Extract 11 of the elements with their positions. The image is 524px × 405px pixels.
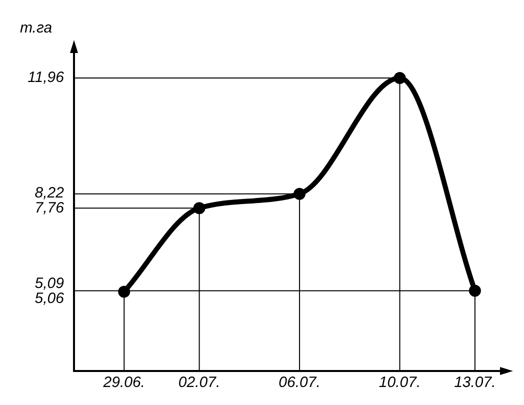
x-tick-label: 13.07. xyxy=(454,374,496,392)
y-tick-label: 7,76 xyxy=(34,200,65,217)
x-tick-label: 06.07. xyxy=(278,374,320,392)
y-tick-label: 5,09 xyxy=(34,274,65,292)
y-tick-label: 11,96 xyxy=(28,69,65,86)
y-tick-label: 8,22 xyxy=(34,184,65,202)
x-tick-label: 29.06. xyxy=(102,374,145,392)
y-tick-label: 5,06 xyxy=(34,290,65,307)
y-axis-title: т.га xyxy=(20,20,52,37)
x-tick-label: 02.07. xyxy=(178,374,220,392)
x-tick-label: 10.07. xyxy=(378,374,421,392)
